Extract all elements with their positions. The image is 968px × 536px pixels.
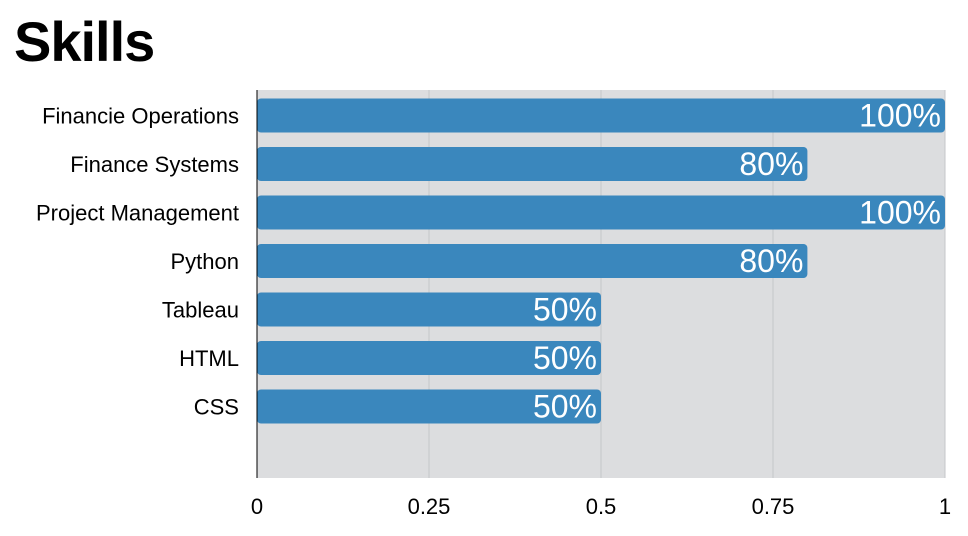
category-label: Tableau (162, 298, 239, 323)
category-label: Finance Systems (70, 152, 239, 177)
bar (257, 195, 945, 230)
x-tick-labels: 0 0.25 0.5 0.75 1 (251, 494, 951, 519)
x-tick-label: 0.25 (408, 494, 451, 519)
category-label: Project Management (36, 201, 239, 226)
data-label: 100% (859, 195, 941, 231)
category-labels: Financie Operations Finance Systems Projec… (36, 104, 239, 420)
data-label: 50% (533, 292, 597, 328)
bar (257, 244, 808, 278)
bar (257, 147, 808, 181)
bars: 100% 80% 100% 80% 50% 50% 50% (257, 98, 945, 425)
x-tick-label: 0 (251, 494, 263, 519)
x-tick-label: 0.5 (586, 494, 617, 519)
data-label: 50% (533, 389, 597, 425)
data-label: 100% (859, 98, 941, 134)
category-label: CSS (194, 395, 239, 420)
data-label: 50% (533, 340, 597, 376)
category-label: HTML (179, 346, 239, 371)
bar (257, 341, 601, 375)
x-tick-label: 1 (939, 494, 951, 519)
bar (257, 389, 601, 424)
category-label: Financie Operations (42, 104, 239, 129)
data-label: 80% (739, 243, 803, 279)
bar (257, 292, 601, 327)
category-label: Python (171, 249, 240, 274)
data-label: 80% (739, 146, 803, 182)
x-tick-label: 0.75 (752, 494, 795, 519)
bar (257, 98, 945, 133)
chart-title: Skills (14, 10, 155, 73)
